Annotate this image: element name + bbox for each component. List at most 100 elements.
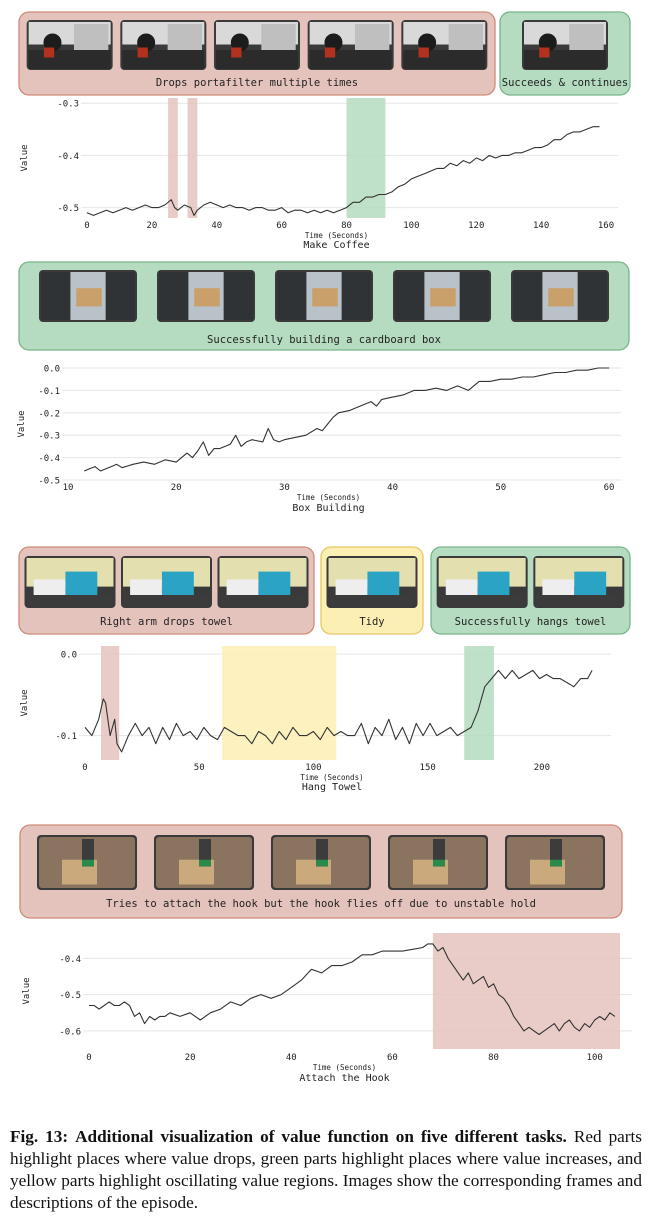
y-tick-label: -0.6 [59, 1027, 81, 1037]
frame-robot-part [43, 47, 55, 58]
highlight-region-yellow [222, 646, 337, 760]
frame-thumbnail [154, 835, 254, 890]
frame-cardboard [194, 288, 220, 307]
frame-thumbnail [271, 835, 371, 890]
frame-hook [550, 859, 562, 867]
y-axis-label: Value [20, 144, 30, 171]
x-tick-label: 20 [185, 1053, 196, 1063]
frame-arm-left [41, 272, 71, 320]
frame-robot-part [231, 47, 242, 58]
x-tick-label: 80 [341, 221, 352, 231]
y-tick-label: -0.5 [59, 991, 81, 1001]
frame-machine [73, 24, 109, 54]
x-tick-label: 20 [171, 483, 182, 493]
x-tick-label: 0 [84, 221, 89, 231]
x-tick-label: 150 [420, 763, 436, 773]
frame-thumbnail [120, 20, 207, 70]
frame-thumbnail [307, 20, 394, 70]
highlight-region-red [100, 646, 120, 760]
chart-title: Make Coffee [303, 240, 369, 251]
frame-counter [309, 50, 392, 69]
highlight-region-green [464, 646, 494, 760]
x-tick-label: 40 [211, 221, 222, 231]
frame-hook [199, 859, 211, 867]
event-label: Tidy [359, 616, 384, 628]
chart-title: Hang Towel [302, 782, 362, 793]
frame-thumbnail [121, 556, 212, 608]
frame-thumbnail [24, 556, 116, 608]
y-tick-label: -0.1 [55, 732, 77, 742]
frame-gripper [538, 33, 557, 52]
x-tick-label: 200 [534, 763, 550, 773]
figure-caption: Fig. 13: Additional visualization of val… [10, 1126, 642, 1214]
frame-arm-right [223, 272, 254, 320]
x-axis-label: Time (Seconds) [297, 493, 360, 502]
value-line [86, 126, 600, 216]
event-label: Successfully hangs towel [455, 616, 607, 628]
event-label: Right arm drops towel [100, 616, 233, 628]
caption-label: Fig. 13: [10, 1127, 69, 1146]
chart-title: Box Building [292, 503, 364, 514]
frame-towel [161, 571, 194, 595]
frame-towel [258, 571, 291, 595]
frame-towel [65, 571, 98, 595]
x-tick-label: 0 [86, 1053, 91, 1063]
y-tick-label: -0.5 [57, 204, 79, 214]
frame-arm-right [577, 272, 608, 320]
frame-gripper [324, 33, 343, 52]
frame-thumbnail [511, 270, 609, 322]
frame-thumbnail [217, 556, 309, 608]
frame-arm-left [395, 272, 425, 320]
y-tick-label: -0.5 [38, 477, 60, 487]
y-tick-label: -0.2 [38, 409, 60, 419]
frame-machine [354, 24, 390, 54]
frame-robot-part [324, 47, 336, 58]
frame-machine [261, 24, 296, 54]
y-tick-label: 0.0 [44, 365, 60, 375]
frame-arm-right [341, 272, 372, 320]
frame-robot-arm [199, 839, 211, 867]
frame-floor [438, 595, 526, 607]
y-axis-label: Value [17, 410, 27, 437]
frame-machine [569, 24, 604, 54]
frame-arm-left [159, 272, 189, 320]
y-tick-label: -0.1 [38, 387, 60, 397]
frame-floor [219, 595, 307, 607]
frame-thumbnail [533, 556, 625, 608]
y-tick-label: -0.4 [57, 152, 79, 162]
x-tick-label: 30 [279, 483, 290, 493]
frame-thumbnail [388, 835, 488, 890]
figure-canvas: Drops portafilter multiple times Succeeds… [17, 11, 632, 1084]
frame-hook [82, 859, 94, 867]
event-label: Drops portafilter multiple times [156, 77, 358, 89]
caption-title: Additional visualization of value functi… [75, 1127, 567, 1146]
frame-machine [448, 24, 484, 54]
x-tick-label: 20 [146, 221, 157, 231]
frame-robot-part [137, 47, 148, 58]
event-label: Tries to attach the hook but the hook fl… [106, 898, 536, 910]
frame-thumbnail [522, 20, 608, 70]
x-tick-label: 40 [387, 483, 398, 493]
frame-towel [574, 571, 607, 595]
frame-cardboard [548, 288, 574, 307]
x-axis-label: Time (Seconds) [313, 1063, 376, 1072]
frame-arm-right [459, 272, 490, 320]
frame-thumbnail [505, 835, 605, 890]
frame-arm-right [105, 272, 136, 320]
y-tick-label: -0.4 [59, 955, 81, 965]
highlight-region-green [346, 98, 386, 218]
frame-gripper [43, 33, 62, 52]
x-tick-label: 100 [403, 221, 419, 231]
highlight-region-red [432, 933, 620, 1049]
x-tick-label: 120 [468, 221, 484, 231]
frame-counter [216, 50, 298, 69]
frame-thumbnail [401, 20, 488, 70]
frame-cardboard [76, 288, 102, 307]
y-axis-label: Value [22, 977, 32, 1004]
frame-thumbnail [214, 20, 300, 70]
x-tick-label: 100 [305, 763, 321, 773]
event-label: Successfully building a cardboard box [207, 334, 441, 346]
y-tick-label: -0.3 [57, 100, 79, 110]
x-tick-label: 50 [495, 483, 506, 493]
x-tick-label: 60 [276, 221, 287, 231]
